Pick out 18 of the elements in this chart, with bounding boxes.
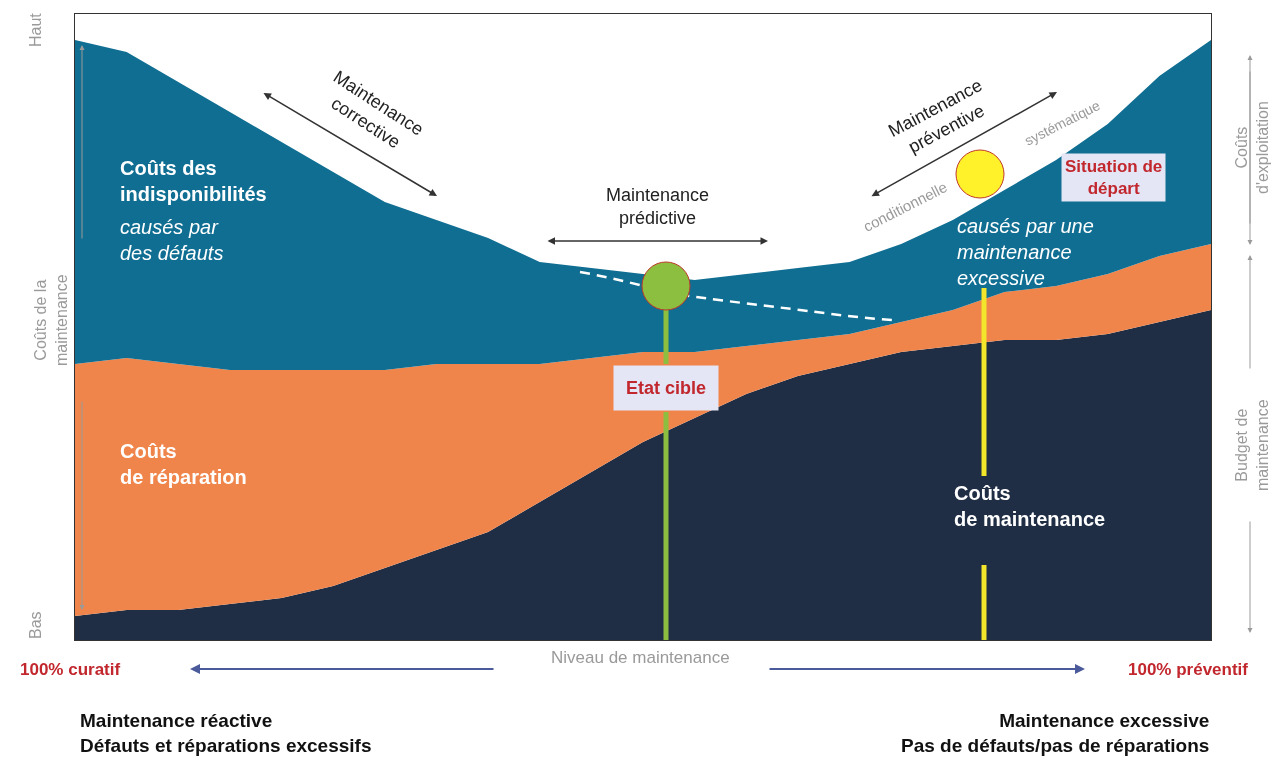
- text: 100% préventif: [1128, 660, 1249, 679]
- text: Coûts d'exploitation: [1233, 101, 1271, 194]
- text: Budget de maintenance: [1233, 399, 1271, 491]
- series-label: Coûts de réparation: [120, 440, 247, 488]
- text: Maintenance réactive Défauts et réparations excessifs: [80, 710, 372, 756]
- annotation: Situation de départ: [1065, 157, 1163, 199]
- x-axis-title: Niveau de maintenance: [551, 648, 730, 667]
- text: Bas: [27, 611, 44, 639]
- series-label: Coûts de maintenance: [954, 482, 1106, 530]
- annotation: Etat cible: [626, 378, 707, 398]
- text: Haut: [27, 12, 44, 47]
- y-axis-title: Coûts de la maintenance: [32, 274, 70, 366]
- annotation: causés par une maintenance excessive: [957, 215, 1094, 289]
- text: Maintenance excessive Pas de défauts/pas de réparations: [901, 710, 1210, 756]
- series-label: Coûts des indisponibilités: [120, 157, 267, 205]
- text: 100% curatif: [20, 660, 121, 679]
- annotation: causés par des défauts: [120, 216, 224, 264]
- annotation: Maintenance prédictive: [606, 185, 710, 229]
